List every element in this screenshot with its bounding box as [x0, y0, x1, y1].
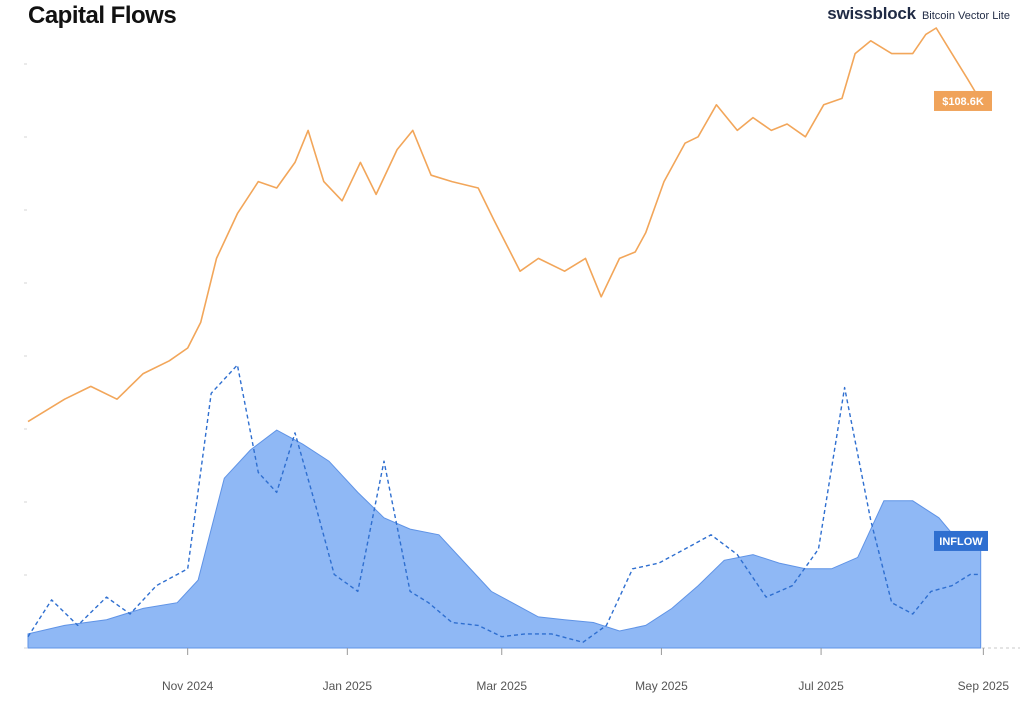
flow-dashed-line [27, 364, 981, 643]
btc-price-line [27, 27, 982, 423]
x-tick-label: Jan 2025 [323, 679, 373, 693]
x-tick-label: Mar 2025 [476, 679, 527, 693]
price-end-label: $108.6K [942, 96, 984, 108]
series-layer [27, 27, 982, 649]
x-tick-label: Nov 2024 [162, 679, 214, 693]
x-tick-label: Sep 2025 [958, 679, 1010, 693]
brand-logo: swissblock Bitcoin Vector Lite [827, 4, 1010, 24]
brand-name: swissblock [827, 4, 916, 23]
price-end-label-bg [934, 90, 992, 111]
brand-product: Bitcoin Vector Lite [921, 10, 1010, 22]
inflow-end-label: INFLOW [939, 536, 983, 548]
x-axis-ticks: Nov 2024 Jan 2025 Mar 2025 May 2025 Jul 2025… [162, 648, 1009, 693]
inflow-area [27, 429, 982, 649]
chart-title: Capital Flows [28, 2, 177, 29]
end-labels: $108.6K INFLOW [934, 90, 992, 551]
y-axis-ticks [24, 63, 27, 649]
x-tick-label: Jul 2025 [798, 679, 844, 693]
x-tick-label: May 2025 [635, 679, 688, 693]
inflow-end-label-bg [934, 530, 988, 551]
